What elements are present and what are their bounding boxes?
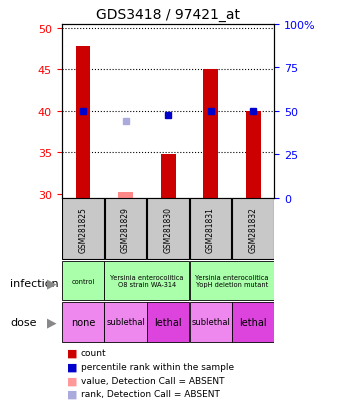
Text: ■: ■: [67, 375, 77, 385]
Text: ▶: ▶: [47, 316, 57, 329]
Text: Yersinia enterocolitica
YopH deletion mutant: Yersinia enterocolitica YopH deletion mu…: [195, 274, 269, 287]
Bar: [232, 302, 274, 342]
Text: value, Detection Call = ABSENT: value, Detection Call = ABSENT: [81, 376, 224, 385]
Text: control: control: [71, 278, 95, 284]
Bar: [105, 199, 146, 260]
Text: ■: ■: [67, 348, 77, 358]
Bar: [118, 192, 133, 198]
Text: GSM281831: GSM281831: [206, 206, 215, 252]
Text: GSM281829: GSM281829: [121, 206, 130, 252]
Text: sublethal: sublethal: [106, 318, 145, 327]
Title: GDS3418 / 97421_at: GDS3418 / 97421_at: [96, 8, 240, 22]
Bar: [62, 199, 104, 260]
Text: infection: infection: [10, 278, 59, 288]
Text: Yersinia enterocolitica
O8 strain WA-314: Yersinia enterocolitica O8 strain WA-314: [110, 274, 184, 287]
Bar: [62, 302, 104, 342]
Text: ■: ■: [67, 389, 77, 399]
Bar: [147, 199, 189, 260]
Text: lethal: lethal: [239, 317, 267, 327]
Text: dose: dose: [10, 317, 37, 327]
Bar: [190, 261, 274, 301]
Text: count: count: [81, 349, 106, 358]
Bar: [246, 112, 261, 198]
Text: lethal: lethal: [154, 317, 182, 327]
Text: percentile rank within the sample: percentile rank within the sample: [81, 362, 234, 371]
Text: GSM281825: GSM281825: [79, 206, 87, 252]
Bar: [147, 302, 189, 342]
Bar: [75, 47, 91, 198]
Text: ▶: ▶: [47, 276, 57, 290]
Bar: [105, 261, 189, 301]
Bar: [203, 70, 218, 198]
Bar: [105, 302, 146, 342]
Text: none: none: [71, 317, 95, 327]
Text: ■: ■: [67, 362, 77, 372]
Text: GSM281832: GSM281832: [249, 206, 258, 252]
Bar: [190, 199, 232, 260]
Text: rank, Detection Call = ABSENT: rank, Detection Call = ABSENT: [81, 389, 220, 399]
Text: sublethal: sublethal: [191, 318, 230, 327]
Bar: [161, 154, 176, 198]
Bar: [232, 199, 274, 260]
Text: GSM281830: GSM281830: [164, 206, 173, 252]
Bar: [62, 261, 104, 301]
Bar: [190, 302, 232, 342]
